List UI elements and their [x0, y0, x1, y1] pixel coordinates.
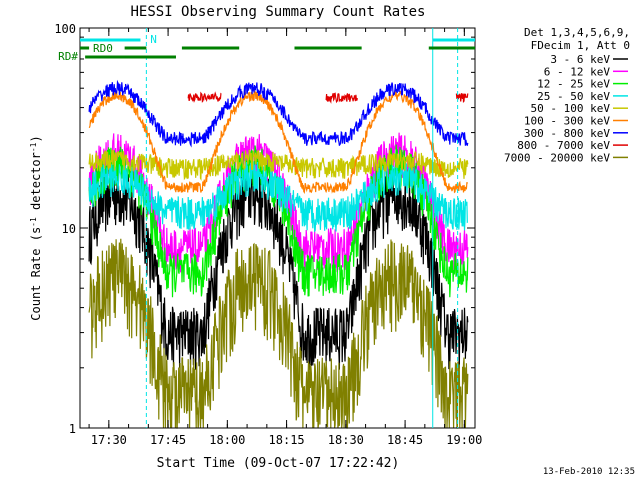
- y-tick-label: 10: [62, 222, 76, 236]
- y-tick-label: 100: [54, 22, 76, 36]
- legend-entry-label: 50 - 100 keV: [531, 102, 611, 115]
- y-tick-label: 1: [69, 422, 76, 436]
- legend-entry-label: 7000 - 20000 keV: [504, 151, 610, 164]
- legend-entry-label: 6 - 12 keV: [544, 65, 611, 78]
- series-line: [88, 167, 469, 370]
- x-tick-label: 18:45: [387, 433, 423, 447]
- flag-rd0-label: RD0: [93, 42, 113, 55]
- date-stamp: 13-Feb-2010 12:35: [543, 467, 635, 477]
- x-tick-label: 19:00: [446, 433, 482, 447]
- series-line: [88, 238, 469, 429]
- series-line: [187, 91, 469, 104]
- x-tick-label: 17:30: [91, 433, 127, 447]
- legend-entry-label: 300 - 800 keV: [524, 127, 610, 140]
- legend-entry-label: 25 - 50 keV: [537, 90, 610, 103]
- chart-title: HESSI Observing Summary Count Rates: [130, 4, 425, 20]
- x-tick-label: 18:00: [209, 433, 245, 447]
- legend-header-2: FDecim 1, Att 0: [531, 39, 630, 52]
- legend-entry-label: 3 - 6 keV: [550, 53, 610, 66]
- flag-n-label: N: [150, 33, 157, 46]
- y-axis-label: Count Rate (s-1 detector-1): [29, 135, 44, 320]
- series-line: [88, 90, 469, 195]
- legend-entry-label: 800 - 7000 keV: [517, 139, 610, 152]
- x-tick-label: 17:45: [150, 433, 186, 447]
- x-tick-label: 18:15: [269, 433, 305, 447]
- series-line: [88, 79, 469, 148]
- series-line: [88, 149, 469, 182]
- x-tick-label: 18:30: [328, 433, 364, 447]
- x-axis-label: Start Time (09-Oct-07 17:22:42): [157, 456, 400, 471]
- legend-entry-label: 12 - 25 keV: [537, 78, 610, 91]
- flag-rdn-label: RD#: [58, 50, 78, 63]
- legend-entry-label: 100 - 300 keV: [524, 115, 610, 128]
- legend-header-1: Det 1,3,4,5,6,9,: [524, 26, 630, 39]
